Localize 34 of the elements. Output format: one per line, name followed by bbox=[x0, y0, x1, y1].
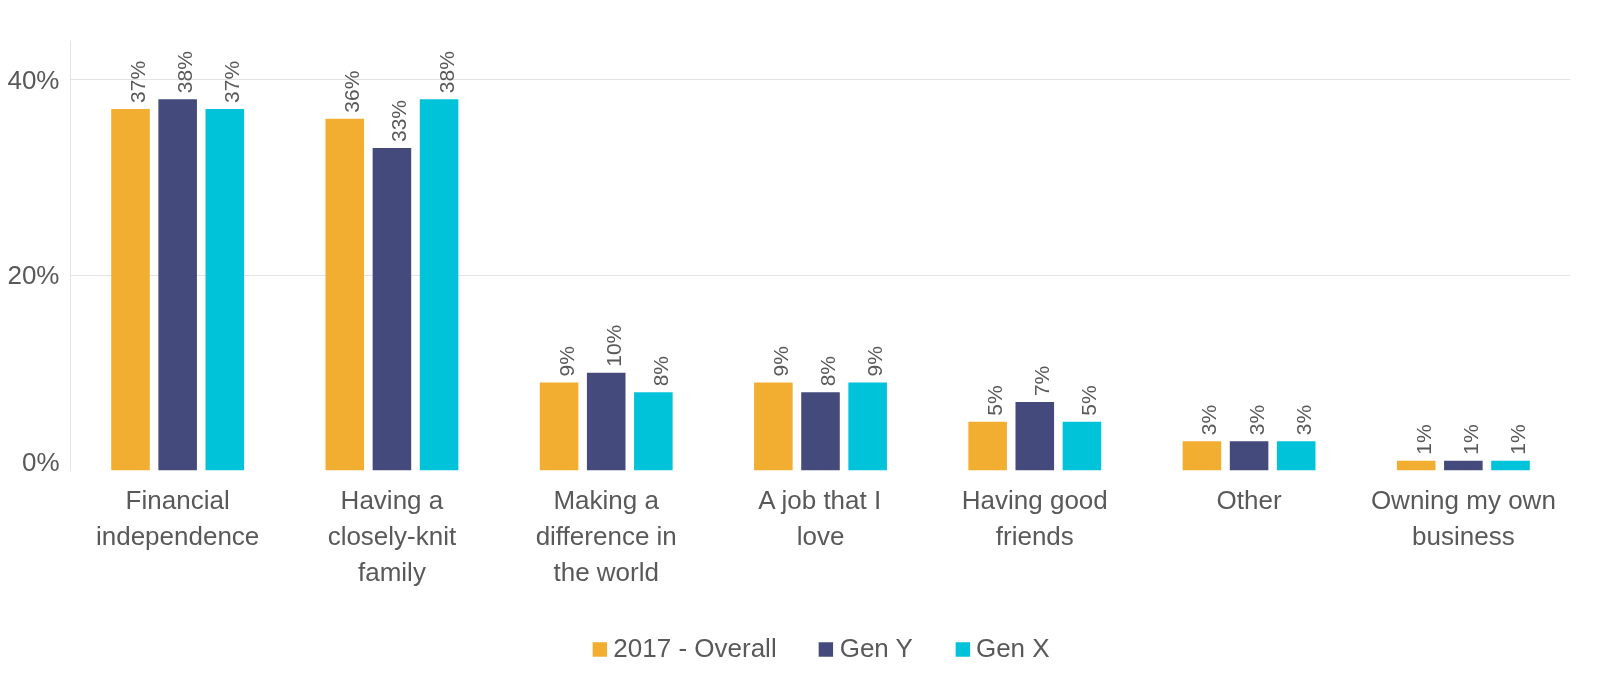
data-label: 1% bbox=[1458, 424, 1482, 455]
data-label: 10% bbox=[601, 324, 625, 367]
data-label: 8% bbox=[648, 355, 672, 387]
data-label: 3% bbox=[1244, 404, 1268, 436]
data-label: 8% bbox=[816, 355, 839, 387]
data-label: 7% bbox=[1030, 365, 1054, 397]
x-tick-label: A job that I love bbox=[758, 484, 882, 551]
legend-label: Gen Y bbox=[839, 633, 913, 664]
y-tick-label: 0% bbox=[21, 446, 60, 477]
data-label: 33% bbox=[387, 99, 411, 142]
legend-label: Gen X bbox=[975, 633, 1050, 664]
data-label: 9% bbox=[768, 346, 792, 377]
data-label: 5% bbox=[1077, 385, 1101, 416]
x-tick-label: Owning my own business bbox=[1370, 484, 1556, 551]
x-tick-label: Other bbox=[1216, 484, 1282, 515]
data-label: 3% bbox=[1291, 404, 1315, 436]
x-tick-label: Having good friends bbox=[961, 484, 1108, 551]
data-label: 38% bbox=[434, 51, 458, 94]
data-label: 9% bbox=[554, 346, 578, 377]
data-label: 1% bbox=[1411, 424, 1435, 455]
y-tick-label: 20% bbox=[7, 260, 60, 291]
data-label: 38% bbox=[173, 51, 197, 94]
data-label: 1% bbox=[1506, 424, 1529, 455]
data-label: 9% bbox=[863, 346, 887, 377]
x-tick-label: Having a closely-knit family bbox=[327, 484, 457, 587]
x-tick-label: Making a difference in the world bbox=[535, 484, 677, 587]
x-tick-label: Financial independence bbox=[95, 484, 260, 551]
data-label: 36% bbox=[340, 70, 364, 113]
data-label: 3% bbox=[1197, 404, 1221, 436]
data-label: 5% bbox=[983, 385, 1007, 416]
legend-label: 2017 - Overall bbox=[613, 633, 777, 664]
data-label: 37% bbox=[220, 60, 244, 103]
data-label: 37% bbox=[126, 60, 149, 103]
y-tick-label: 40% bbox=[7, 64, 60, 95]
